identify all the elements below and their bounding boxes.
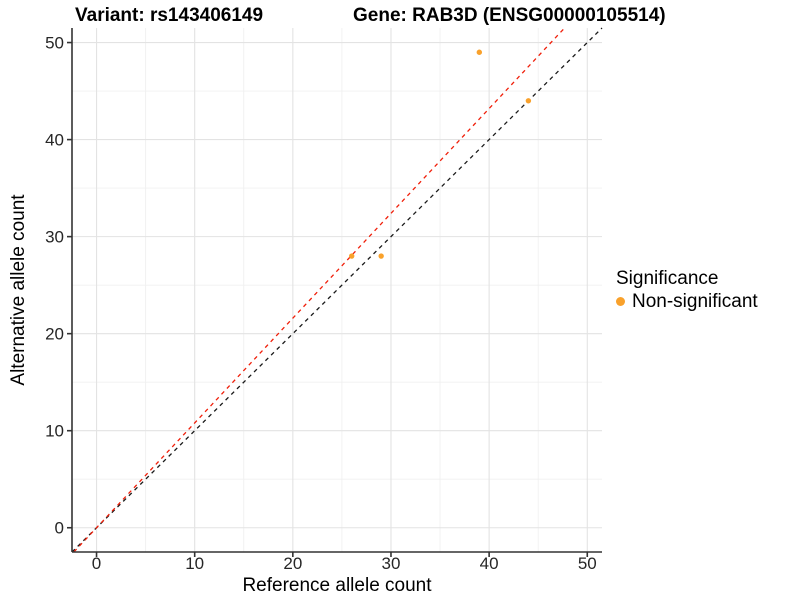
legend-entry: Non-significant — [616, 291, 758, 312]
x-tick-label: 10 — [185, 554, 204, 573]
y-tick-label: 40 — [45, 131, 64, 150]
y-tick-label: 10 — [45, 422, 64, 441]
x-tick-label: 30 — [382, 554, 401, 573]
identity-line — [71, 27, 603, 553]
x-tick-label: 20 — [283, 554, 302, 573]
x-tick-label: 40 — [480, 554, 499, 573]
data-point — [525, 98, 532, 104]
y-tick-label: 20 — [45, 325, 64, 344]
x-axis-title: Reference allele count — [242, 575, 432, 596]
data-point — [378, 253, 384, 259]
y-tick-label: 50 — [45, 34, 64, 53]
plot-title-variant: Variant: rs143406149 — [75, 5, 264, 26]
plot-title-gene: Gene: RAB3D (ENSG00000105514) — [353, 5, 666, 26]
y-tick-label: 0 — [55, 519, 64, 538]
legend-point-icon — [616, 297, 625, 306]
legend: Significance Non-significant — [616, 268, 758, 312]
y-tick-label: 30 — [45, 228, 64, 247]
x-tick-label: 50 — [578, 554, 597, 573]
y-axis-title: Alternative allele count — [8, 194, 29, 386]
legend-entry-label: Non-significant — [632, 291, 758, 312]
data-point — [476, 49, 483, 55]
data-point — [349, 253, 355, 259]
legend-title: Significance — [616, 268, 719, 289]
allelic-ratio-line — [73, 27, 566, 553]
x-tick-label: 0 — [92, 554, 101, 573]
